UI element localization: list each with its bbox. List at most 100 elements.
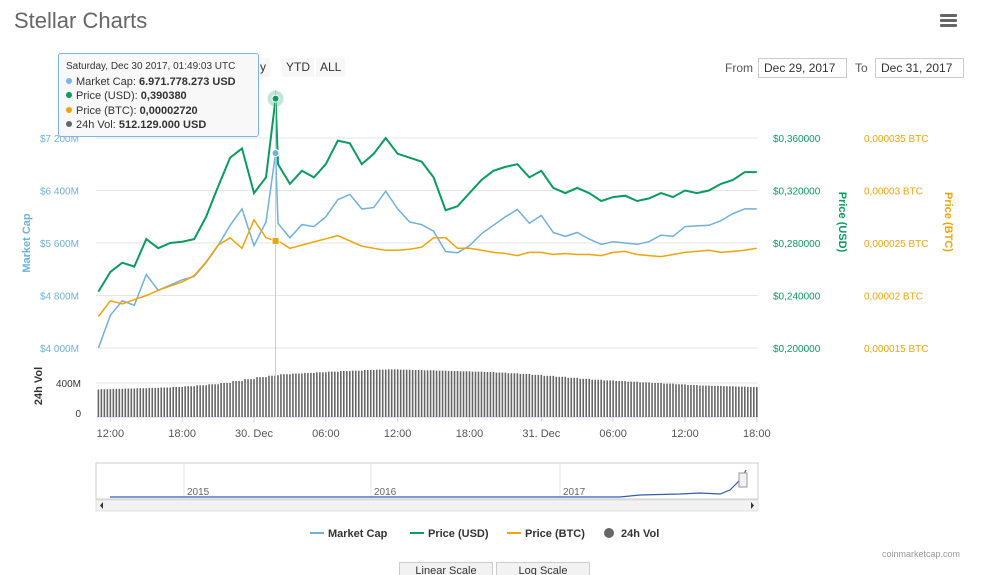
hamburger-menu-icon[interactable] <box>940 14 957 28</box>
volume-bar <box>118 388 121 417</box>
volume-tick-label: 400M <box>56 379 81 390</box>
volume-bar <box>372 370 375 417</box>
price-btc-tick-label: 0,000035 BTC <box>864 134 929 145</box>
volume-bar <box>375 369 378 417</box>
x-tick-label: 31. Dec <box>522 428 560 440</box>
volume-bar <box>405 369 408 417</box>
volume-bar <box>205 385 207 417</box>
from-date-input[interactable]: Dec 29, 2017 <box>758 58 847 78</box>
volume-bar <box>570 377 573 417</box>
x-tick-label: 12:00 <box>671 428 699 440</box>
volume-bar <box>262 377 264 417</box>
volume-bar <box>600 379 602 417</box>
volume-bar <box>235 381 237 417</box>
credit-link[interactable]: coinmarketcap.com <box>882 549 961 559</box>
volume-bar <box>334 371 336 417</box>
volume-bar <box>453 370 456 417</box>
price-usd-tick-label: $0,320000 <box>773 187 821 198</box>
volume-bar <box>510 373 513 417</box>
volume-bar <box>567 377 570 417</box>
volume-bar <box>738 386 740 417</box>
volume-bar <box>100 389 103 417</box>
volume-bar <box>232 381 234 417</box>
volume-bar <box>112 388 115 417</box>
volume-bar <box>109 389 112 417</box>
legend-market-cap[interactable]: Market Cap <box>310 528 388 540</box>
to-date-input[interactable]: Dec 31, 2017 <box>875 58 964 78</box>
volume-bar <box>139 388 142 417</box>
navigator-year-label: 2017 <box>563 487 586 498</box>
range-button-1y[interactable]: y <box>256 58 270 77</box>
volume-bar <box>723 386 725 417</box>
volume-bar <box>328 371 330 417</box>
volume-bar <box>684 384 686 417</box>
tooltip-row-price-btc: Price (BTC): 0,00002720 <box>66 104 258 119</box>
volume-bar <box>354 370 357 417</box>
market-cap-line <box>97 152 757 349</box>
legend-price-btc[interactable]: Price (BTC) <box>507 528 585 540</box>
volume-bar <box>651 383 653 417</box>
volume-bar <box>621 381 623 417</box>
navigator-handle <box>738 472 748 488</box>
volume-bar <box>190 386 192 417</box>
scroll-left-arrow-icon <box>100 502 103 509</box>
legend-price-usd[interactable]: Price (USD) <box>410 528 489 540</box>
volume-bar <box>115 388 118 417</box>
volume-bar <box>582 378 585 417</box>
legend-volume[interactable]: 24h Vol <box>604 528 659 540</box>
volume-bar <box>181 386 183 417</box>
x-tick-label: 12:00 <box>97 428 125 440</box>
volume-bar <box>393 369 396 417</box>
volume-bar <box>654 383 656 417</box>
volume-bar <box>618 381 620 417</box>
to-label: To <box>855 61 868 75</box>
volume-bar <box>256 377 258 417</box>
volume-bar <box>549 375 552 417</box>
volume-bar <box>307 372 309 417</box>
linear-scale-button[interactable]: Linear Scale <box>399 562 493 575</box>
price-btc-tick-label: 0,00002 BTC <box>864 292 923 303</box>
volume-bar <box>214 384 216 417</box>
volume-bar <box>513 373 516 417</box>
tooltip-row-price-usd: Price (USD): 0,390380 <box>66 89 258 104</box>
x-tick-label: 30. Dec <box>235 428 273 440</box>
volume-bar <box>624 381 626 417</box>
x-tick-label: 12:00 <box>384 428 412 440</box>
volume-bar <box>687 384 689 417</box>
volume-bar <box>429 370 432 417</box>
volume-bar <box>163 387 166 417</box>
legend-symbol <box>604 528 614 538</box>
legend-label: Price (USD) <box>428 528 489 540</box>
volume-bar <box>399 369 402 417</box>
volume-bar <box>337 371 339 417</box>
volume-bar <box>420 370 423 417</box>
volume-bar <box>175 386 178 417</box>
volume-bar <box>298 373 300 417</box>
range-button-ytd[interactable]: YTD <box>282 58 314 77</box>
volume-bar <box>217 384 219 417</box>
volume-bar <box>546 375 549 417</box>
log-scale-button[interactable]: Log Scale <box>496 562 590 575</box>
price-btc-tick-label: 0,00003 BTC <box>864 187 923 198</box>
volume-bar <box>750 386 752 417</box>
market-cap-tick-label: $4 000M <box>40 344 79 355</box>
price-btc-tick-label: 0,000025 BTC <box>864 239 929 250</box>
volume-bar <box>417 370 420 417</box>
x-tick-label: 18:00 <box>456 428 484 440</box>
tooltip-row-market-cap: Market Cap: 6.971.778.273 USD <box>66 75 258 90</box>
price-usd-tick-label: $0,200000 <box>773 344 821 355</box>
volume-bar <box>555 376 558 417</box>
volume-bar <box>259 377 261 417</box>
volume-bar <box>735 386 737 417</box>
volume-bar <box>360 370 363 417</box>
volume-bar <box>657 383 659 417</box>
volume-bar <box>588 378 591 417</box>
volume-bar <box>121 388 124 417</box>
volume-bar <box>663 383 665 417</box>
range-button-all[interactable]: ALL <box>316 58 346 77</box>
volume-bar <box>229 383 231 417</box>
volume-bar <box>447 370 450 417</box>
navigator-year-label: 2015 <box>187 487 210 498</box>
tooltip-row-volume: 24h Vol: 512.129.000 USD <box>66 118 258 133</box>
